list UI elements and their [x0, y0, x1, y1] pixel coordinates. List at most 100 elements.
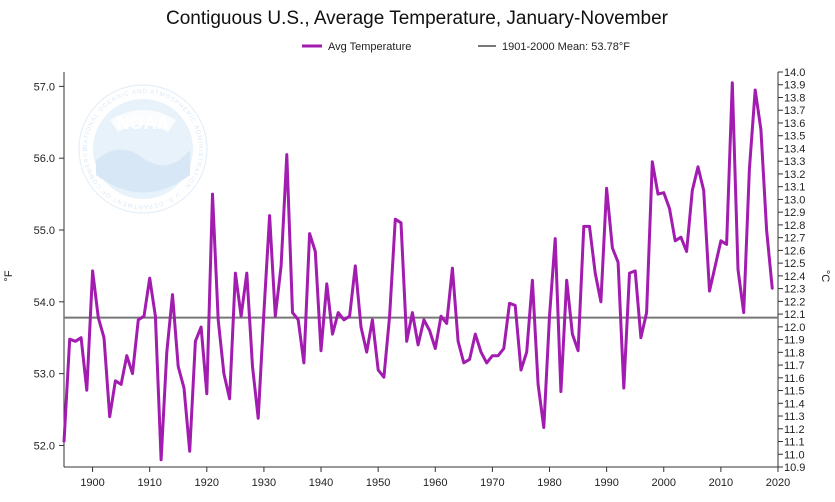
x-axis-ticks: 1900 1910 1920 1930 1940 1950 1960 1970 1980 1990… [80, 467, 790, 489]
data-point [108, 415, 111, 418]
x-tick-label: 2020 [766, 477, 790, 489]
data-point [662, 191, 665, 194]
x-tick-label: 1970 [480, 477, 504, 489]
data-point [742, 311, 745, 314]
y-tick-label: 56.0 [34, 153, 55, 165]
data-point [211, 193, 214, 196]
y-tick-label: 52.0 [34, 440, 55, 452]
y2-tick-label: 12.7 [784, 233, 805, 245]
y-tick-label: 53.0 [34, 369, 55, 381]
data-point [377, 369, 380, 372]
data-point [474, 333, 477, 336]
data-point [388, 315, 391, 318]
data-point [645, 311, 648, 314]
data-point [63, 440, 65, 443]
data-point [725, 243, 728, 246]
legend: Avg Temperature 1901-2000 Mean: 53.78°F [302, 41, 630, 53]
data-point [280, 264, 283, 267]
data-point [228, 397, 231, 400]
data-point [548, 315, 551, 318]
data-point [714, 264, 717, 267]
data-point [577, 349, 580, 352]
y2-tick-label: 13.8 [784, 92, 805, 104]
x-tick-label: 1950 [366, 477, 390, 489]
data-point [371, 318, 374, 321]
y-axis-ticks-right: 10.911.011.111.211.311.411.511.611.711.8… [778, 67, 805, 474]
y2-tick-label: 13.1 [784, 182, 805, 194]
y-tick-label: 57.0 [34, 81, 55, 93]
data-point [171, 293, 174, 296]
y2-tick-label: 11.1 [784, 437, 805, 449]
data-point [542, 426, 545, 429]
y2-tick-label: 13.5 [784, 131, 805, 143]
y2-tick-label: 12.3 [784, 284, 805, 296]
data-point [439, 315, 442, 318]
data-point [308, 232, 311, 235]
x-tick-label: 1960 [423, 477, 447, 489]
data-point [131, 372, 134, 375]
data-point [582, 225, 585, 228]
data-point [748, 167, 751, 170]
legend-avg-label: Avg Temperature [328, 41, 411, 53]
data-point [502, 347, 505, 350]
data-point [188, 450, 191, 453]
x-tick-label: 1980 [537, 477, 561, 489]
data-point [451, 267, 454, 270]
y2-tick-label: 12.1 [784, 309, 805, 321]
data-point [360, 325, 363, 328]
data-point [182, 387, 185, 389]
x-tick-label: 2000 [652, 477, 676, 489]
data-point [348, 315, 351, 318]
y2-tick-label: 11.0 [784, 449, 805, 461]
y2-tick-label: 13.7 [784, 105, 805, 117]
data-point [565, 279, 568, 282]
data-point [165, 351, 168, 354]
data-point [331, 333, 334, 336]
x-tick-label: 1930 [252, 477, 276, 489]
data-point [651, 160, 654, 163]
data-point [508, 302, 511, 305]
y2-tick-label: 13.2 [784, 169, 805, 181]
data-point [234, 272, 237, 275]
data-point [639, 336, 642, 339]
y-axis-title-left: °F [3, 270, 15, 281]
data-point [519, 369, 522, 372]
data-point [537, 383, 540, 386]
data-point [405, 340, 408, 343]
y2-tick-label: 11.6 [784, 373, 805, 385]
data-point [702, 189, 705, 192]
data-point [445, 322, 448, 325]
data-point [588, 225, 591, 228]
y2-tick-label: 13.4 [784, 143, 805, 155]
data-point [314, 250, 317, 253]
x-tick-label: 1990 [594, 477, 618, 489]
data-point [514, 304, 517, 307]
y2-tick-label: 12.9 [784, 207, 805, 219]
data-point [177, 365, 180, 368]
data-point [285, 153, 288, 156]
data-point [268, 214, 271, 217]
data-point [771, 287, 774, 290]
data-point [291, 311, 294, 314]
data-point [759, 128, 762, 131]
data-point [80, 336, 83, 339]
data-point [142, 315, 145, 318]
noaa-watermark-logo: NATIONAL OCEANIC AND ATMOSPHERIC ADMINIS… [78, 84, 208, 214]
data-point [97, 316, 100, 319]
data-point [251, 365, 254, 368]
y2-tick-label: 13.3 [784, 156, 805, 168]
data-point [611, 246, 614, 249]
data-point [91, 269, 94, 272]
y-axis-title-right: °C [819, 270, 831, 282]
chart-title: Contiguous U.S., Average Temperature, Ja… [166, 8, 669, 29]
data-point [325, 282, 328, 285]
y-tick-label: 54.0 [34, 297, 55, 309]
y2-tick-label: 11.4 [784, 398, 805, 410]
legend-mean-label: 1901-2000 Mean: 53.78°F [502, 41, 630, 53]
data-point [668, 207, 671, 210]
data-point [297, 318, 300, 321]
x-tick-label: 2010 [709, 477, 733, 489]
data-point [765, 229, 768, 231]
data-point [240, 315, 243, 318]
